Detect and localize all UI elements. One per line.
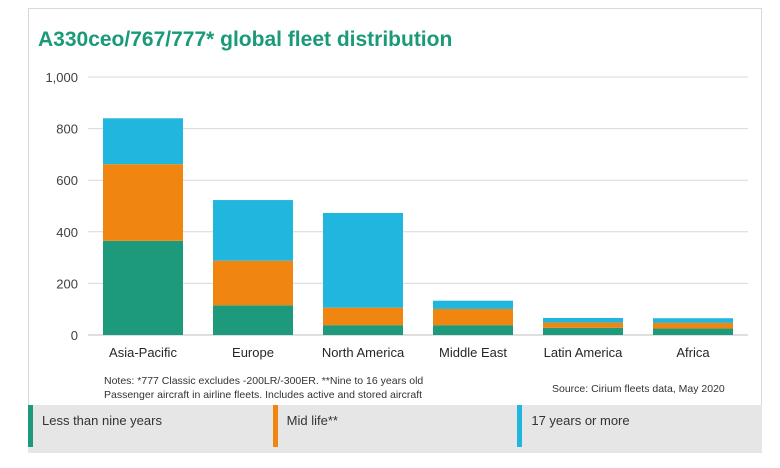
bar-segment <box>213 305 293 335</box>
bar-segment <box>103 240 183 335</box>
chart-notes: Notes: *777 Classic excludes -200LR/-300… <box>104 375 424 401</box>
y-tick-label: 800 <box>56 122 78 137</box>
bar-chart: 0 200 400 600 800 1,000 Asia-Pacific Europe Nort… <box>45 70 748 360</box>
bar-segment <box>323 325 403 335</box>
x-tick-label: North America <box>322 345 405 360</box>
y-tick-label: 1,000 <box>45 70 78 85</box>
chart-source: Source: Cirium fleets data, May 2020 <box>552 383 725 395</box>
y-tick-label: 400 <box>56 225 78 240</box>
x-tick-label: Asia-Pacific <box>109 345 177 360</box>
bar-segment <box>103 164 183 241</box>
legend-item-mid-life: Mid life** <box>272 405 518 453</box>
bar-segment <box>103 118 183 165</box>
x-tick-label: Middle East <box>439 345 507 360</box>
y-tick-label: 200 <box>56 276 78 291</box>
y-tick-label: 600 <box>56 173 78 188</box>
legend-swatch-old <box>517 405 523 447</box>
chart-title: A330ceo/767/777* global fleet distributi… <box>38 28 453 51</box>
legend-label-mid-life: Mid life** <box>286 413 338 428</box>
legend-label-young: Less than nine years <box>42 413 162 428</box>
legend-swatch-young <box>28 405 33 447</box>
bar-segment <box>543 317 623 323</box>
bar-segment <box>653 328 733 335</box>
bar-segment <box>213 260 293 306</box>
legend-item-old: 17 years or more <box>517 405 762 453</box>
legend-swatch-mid-life <box>272 405 278 447</box>
x-tick-label: Africa <box>676 345 710 360</box>
legend-label-old: 17 years or more <box>531 413 630 428</box>
bar-segment <box>433 300 513 309</box>
legend-item-young: Less than nine years <box>28 405 273 453</box>
bar-segment <box>653 322 733 329</box>
bar-segment <box>543 327 623 335</box>
bar-segment <box>433 325 513 335</box>
legend: Less than nine years Mid life** 17 years… <box>28 405 762 453</box>
bar-segment <box>543 322 623 328</box>
y-tick-label: 0 <box>71 328 78 343</box>
bar-segment <box>653 318 733 323</box>
x-tick-label: Latin America <box>544 345 624 360</box>
bar-segment <box>323 307 403 326</box>
bar-segment <box>323 212 403 308</box>
x-tick-label: Europe <box>232 345 274 360</box>
bar-segment <box>433 308 513 326</box>
bar-segment <box>213 200 293 261</box>
